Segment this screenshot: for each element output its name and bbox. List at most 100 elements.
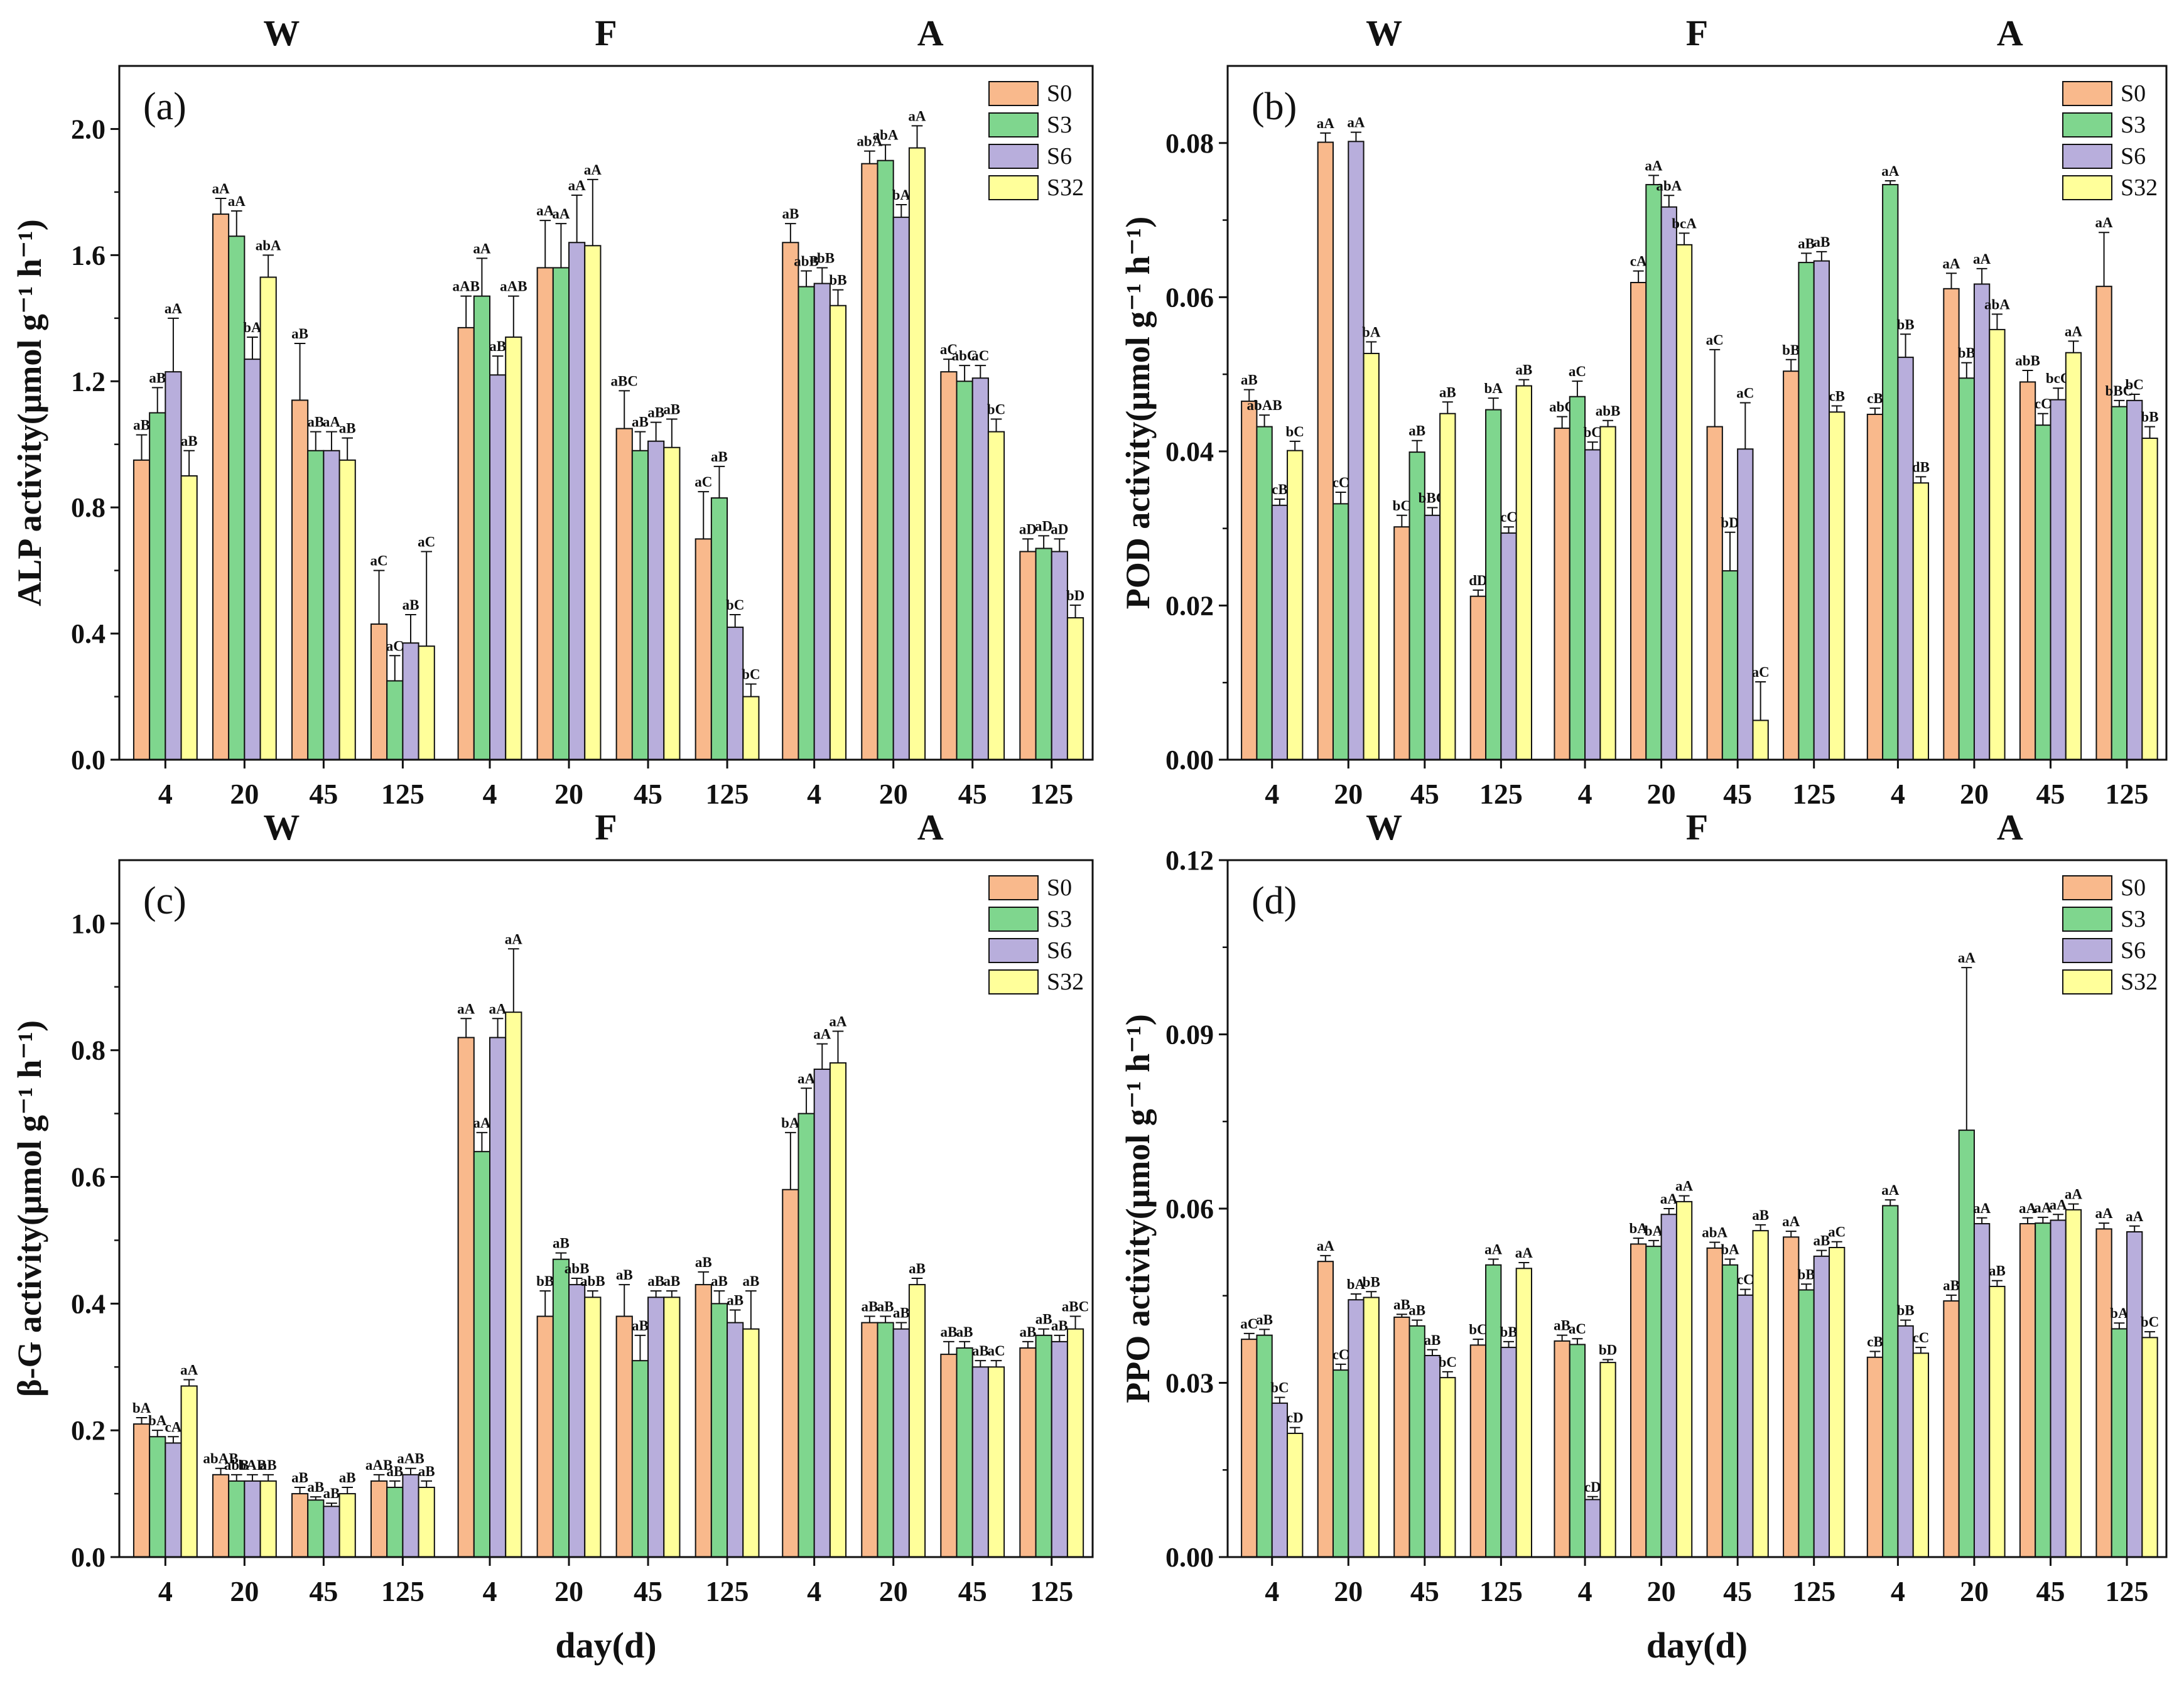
bar-S0 (1019, 1347, 1037, 1558)
significance-label: aA (1782, 1214, 1800, 1229)
bar-S6 (1584, 449, 1601, 761)
significance-label: aB (260, 1457, 277, 1473)
x-tick-label: 20 (1647, 1575, 1676, 1607)
significance-label: abB (2015, 353, 2040, 369)
significance-label: aB (1515, 362, 1532, 378)
bar-S3 (956, 380, 973, 760)
significance-label: aA (552, 206, 570, 222)
bar-S6 (727, 1322, 744, 1558)
significance-label: aB (893, 1305, 910, 1321)
bar-S6 (813, 283, 831, 760)
significance-label: aB (695, 1254, 712, 1270)
legend-label-S3: S3 (2121, 112, 2146, 138)
bar-S3 (1882, 184, 1899, 761)
x-tick-label: 125 (1030, 778, 1073, 810)
significance-label: aD (1035, 518, 1052, 534)
bar-S3 (1569, 1344, 1586, 1558)
group-label: W (1366, 807, 1402, 848)
significance-label: aB (489, 338, 506, 354)
panel-tag: (b) (1251, 85, 1297, 128)
bar-S6 (402, 642, 419, 760)
bar-S3 (473, 1151, 491, 1558)
bar-S3 (1485, 1264, 1502, 1558)
bar-S0 (457, 1037, 475, 1558)
bar-S3 (552, 1258, 570, 1558)
significance-label: aB (307, 414, 324, 430)
x-tick-label: 20 (230, 778, 259, 810)
panel-tag: (c) (143, 880, 187, 922)
significance-label: aB (1035, 1312, 1052, 1327)
significance-label: aC (1569, 364, 1586, 379)
y-tick-label: 0.00 (1165, 1542, 1214, 1573)
x-tick-label: 125 (381, 1575, 424, 1607)
bar-S32 (418, 645, 435, 760)
group-label: A (917, 13, 944, 53)
bar-S32 (1675, 1200, 1693, 1558)
bar-S3 (797, 286, 815, 761)
bar-S32 (180, 1385, 198, 1558)
bar-S3 (1721, 1264, 1739, 1558)
significance-label: bC (726, 597, 744, 613)
x-tick-label: 4 (1891, 1575, 1905, 1607)
y-tick-label: 0.04 (1165, 436, 1214, 467)
significance-label: bAB (239, 1457, 267, 1473)
x-tick-label: 4 (158, 778, 173, 810)
bar-S0 (1783, 370, 1800, 760)
bar-S3 (307, 450, 325, 760)
significance-label: aC (1240, 1316, 1258, 1332)
significance-label: aB (1752, 1207, 1769, 1223)
bar-S32 (908, 147, 926, 761)
significance-label: bB (1500, 1324, 1517, 1340)
significance-label: aB (386, 1464, 403, 1479)
x-tick-label: 125 (1792, 1575, 1835, 1607)
bar-S3 (1035, 547, 1052, 761)
legend-swatch-S32 (2062, 175, 2112, 200)
bar-S3 (2111, 406, 2128, 760)
bar-S6 (165, 371, 182, 760)
bar-S0 (291, 399, 309, 760)
significance-label: bC (742, 666, 760, 682)
significance-label: aA (212, 181, 230, 197)
bar-S6 (1500, 1347, 1517, 1558)
bar-S0 (1554, 428, 1570, 760)
significance-label: bA (1645, 1223, 1663, 1239)
bar-S0 (2095, 1228, 2112, 1558)
y-tick-label: 0.08 (1165, 128, 1214, 159)
legend-label-S3: S3 (1047, 906, 1072, 932)
group-label: A (1997, 13, 2023, 53)
significance-label: bC (1393, 498, 1411, 514)
significance-label: aA (1347, 115, 1365, 131)
significance-label: bB (1896, 1303, 1914, 1318)
significance-label: aB (632, 1318, 649, 1334)
y-tick-label: 0.6 (71, 1162, 105, 1193)
bar-S32 (505, 336, 522, 760)
x-tick-label: 45 (309, 1575, 338, 1607)
significance-label: abC (952, 348, 978, 364)
bar-S32 (259, 1480, 277, 1558)
x-tick-label: 20 (1334, 1575, 1363, 1607)
bar-S6 (244, 359, 261, 760)
legend-label-S0: S0 (1047, 875, 1072, 901)
legend-label-S32: S32 (2121, 969, 2158, 995)
significance-label: aB (663, 1273, 680, 1289)
bar-S3 (1035, 1334, 1052, 1558)
bar-S0 (615, 428, 633, 760)
significance-label: aA (1675, 1178, 1694, 1194)
significance-label: aB (1798, 235, 1815, 251)
significance-label: aB (663, 402, 680, 418)
bar-S6 (1813, 1255, 1830, 1558)
bar-S0 (370, 623, 388, 760)
significance-label: bC (987, 402, 1005, 418)
x-tick-label: 125 (1792, 778, 1835, 810)
plot-frame (1226, 859, 2168, 1558)
significance-label: aA (2065, 323, 2083, 339)
significance-label: bA (781, 1115, 800, 1131)
y-tick-label: 1.0 (71, 908, 105, 939)
bar-S32 (663, 446, 681, 760)
significance-label: aA (1515, 1245, 1533, 1261)
bar-S3 (1798, 262, 1815, 761)
x-tick-label: 125 (381, 778, 424, 810)
bar-S6 (323, 450, 340, 760)
bar-S3 (1408, 1325, 1425, 1558)
bar-S3 (2111, 1328, 2128, 1558)
